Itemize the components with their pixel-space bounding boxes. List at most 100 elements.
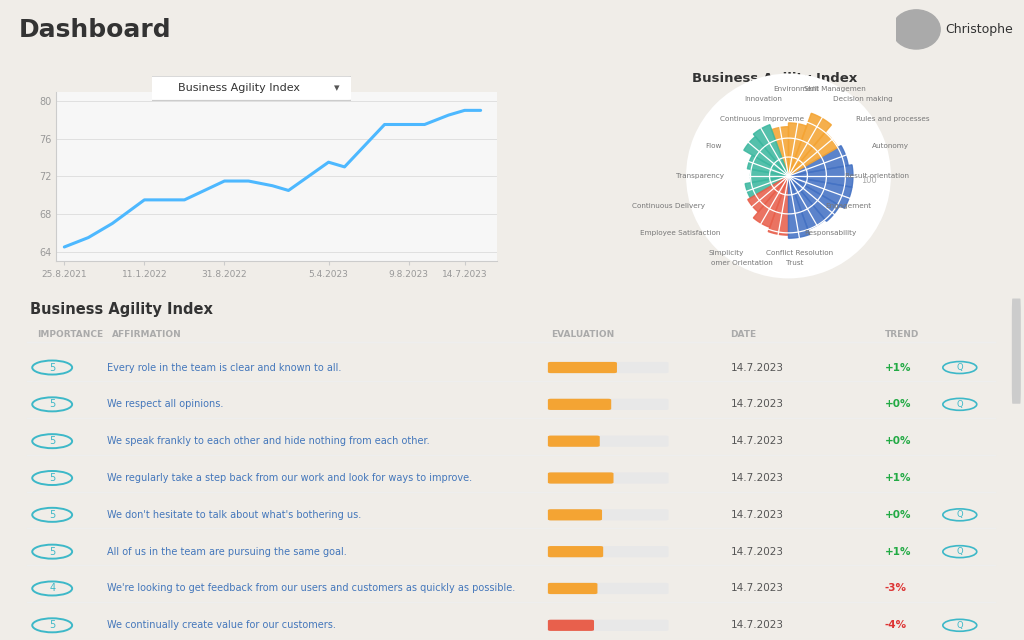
Polygon shape bbox=[772, 127, 788, 176]
Text: 14.7.2023: 14.7.2023 bbox=[730, 399, 783, 410]
Text: EVALUATION: EVALUATION bbox=[551, 330, 614, 339]
Text: -3%: -3% bbox=[885, 584, 907, 593]
Text: Autonomy: Autonomy bbox=[871, 143, 909, 148]
Text: 14.7.2023: 14.7.2023 bbox=[730, 584, 783, 593]
Text: +0%: +0% bbox=[885, 436, 911, 446]
FancyBboxPatch shape bbox=[548, 436, 669, 447]
Text: ▾: ▾ bbox=[335, 83, 340, 93]
Text: 14.7.2023: 14.7.2023 bbox=[730, 510, 783, 520]
Text: 14.7.2023: 14.7.2023 bbox=[730, 620, 783, 630]
Polygon shape bbox=[754, 176, 788, 227]
FancyBboxPatch shape bbox=[1012, 298, 1021, 404]
Polygon shape bbox=[748, 155, 788, 176]
Text: We regularly take a step back from our work and look for ways to improve.: We regularly take a step back from our w… bbox=[108, 473, 472, 483]
Text: Business Agility Index: Business Agility Index bbox=[178, 83, 300, 93]
Text: All of us in the team are pursuing the same goal.: All of us in the team are pursuing the s… bbox=[108, 547, 347, 557]
Polygon shape bbox=[754, 125, 788, 176]
FancyBboxPatch shape bbox=[548, 399, 669, 410]
FancyBboxPatch shape bbox=[548, 399, 611, 410]
Text: omer Orientation: omer Orientation bbox=[712, 260, 773, 266]
Text: Q: Q bbox=[956, 363, 964, 372]
Text: We don't hesitate to talk about what's bothering us.: We don't hesitate to talk about what's b… bbox=[108, 510, 361, 520]
Text: Continuous Delivery: Continuous Delivery bbox=[632, 204, 706, 209]
Text: 5: 5 bbox=[49, 473, 55, 483]
Text: 14.7.2023: 14.7.2023 bbox=[730, 473, 783, 483]
Text: Engagement: Engagement bbox=[825, 204, 871, 209]
Polygon shape bbox=[748, 176, 788, 212]
FancyBboxPatch shape bbox=[548, 583, 669, 594]
Text: TREND: TREND bbox=[885, 330, 920, 339]
Polygon shape bbox=[745, 176, 788, 198]
FancyBboxPatch shape bbox=[548, 472, 613, 484]
Text: +0%: +0% bbox=[885, 510, 911, 520]
Text: Trust: Trust bbox=[786, 260, 804, 266]
Text: 14.7.2023: 14.7.2023 bbox=[730, 436, 783, 446]
Text: Rules and processes: Rules and processes bbox=[856, 116, 930, 122]
FancyBboxPatch shape bbox=[548, 362, 669, 373]
Text: Dashboard: Dashboard bbox=[18, 18, 171, 42]
Text: Employee Satisfaction: Employee Satisfaction bbox=[640, 230, 721, 236]
FancyBboxPatch shape bbox=[548, 362, 616, 373]
Text: Result orientation: Result orientation bbox=[845, 173, 909, 179]
FancyBboxPatch shape bbox=[548, 509, 669, 520]
Text: We respect all opinions.: We respect all opinions. bbox=[108, 399, 223, 410]
FancyBboxPatch shape bbox=[548, 436, 600, 447]
Text: 14.7.2023: 14.7.2023 bbox=[730, 362, 783, 372]
Text: Conflict Resolution: Conflict Resolution bbox=[766, 250, 833, 256]
Polygon shape bbox=[788, 146, 848, 176]
Text: Environment: Environment bbox=[773, 86, 819, 92]
FancyBboxPatch shape bbox=[548, 546, 669, 557]
Text: Flow: Flow bbox=[706, 143, 722, 148]
Text: We speak frankly to each other and hide nothing from each other.: We speak frankly to each other and hide … bbox=[108, 436, 430, 446]
FancyBboxPatch shape bbox=[548, 472, 669, 484]
Text: 5: 5 bbox=[49, 362, 55, 372]
Text: Continuous Improveme: Continuous Improveme bbox=[721, 116, 805, 122]
Text: 4: 4 bbox=[49, 584, 55, 593]
Polygon shape bbox=[788, 176, 810, 238]
Text: 5: 5 bbox=[49, 399, 55, 410]
Text: Responsability: Responsability bbox=[804, 230, 856, 236]
Text: Simplicity: Simplicity bbox=[709, 250, 744, 256]
Text: Business Agility Index: Business Agility Index bbox=[691, 72, 857, 85]
Text: Skill Managemen: Skill Managemen bbox=[804, 86, 865, 92]
Polygon shape bbox=[788, 113, 831, 176]
FancyBboxPatch shape bbox=[548, 546, 603, 557]
Text: Innovation: Innovation bbox=[744, 96, 782, 102]
Text: 5: 5 bbox=[49, 510, 55, 520]
Text: AFFIRMATION: AFFIRMATION bbox=[112, 330, 182, 339]
Text: +1%: +1% bbox=[885, 473, 911, 483]
Polygon shape bbox=[788, 132, 838, 176]
FancyBboxPatch shape bbox=[548, 620, 669, 631]
Text: -4%: -4% bbox=[885, 620, 907, 630]
Text: 100: 100 bbox=[861, 175, 877, 184]
Polygon shape bbox=[751, 170, 788, 182]
Text: DATE: DATE bbox=[730, 330, 757, 339]
Text: We continually create value for our customers.: We continually create value for our cust… bbox=[108, 620, 336, 630]
Text: 14.7.2023: 14.7.2023 bbox=[730, 547, 783, 557]
Text: +0%: +0% bbox=[885, 399, 911, 410]
FancyBboxPatch shape bbox=[548, 620, 594, 631]
Text: Business Agility Index: Business Agility Index bbox=[31, 302, 213, 317]
Polygon shape bbox=[788, 165, 853, 187]
Text: 5: 5 bbox=[49, 436, 55, 446]
Text: Q: Q bbox=[956, 510, 964, 519]
Text: Q: Q bbox=[956, 547, 964, 556]
Text: We're looking to get feedback from our users and customers as quickly as possibl: We're looking to get feedback from our u… bbox=[108, 584, 515, 593]
Text: +1%: +1% bbox=[885, 362, 911, 372]
Text: 5: 5 bbox=[49, 547, 55, 557]
Polygon shape bbox=[768, 176, 788, 235]
Text: 5: 5 bbox=[49, 620, 55, 630]
FancyBboxPatch shape bbox=[147, 76, 353, 100]
Text: Q: Q bbox=[956, 621, 964, 630]
Text: Decision making: Decision making bbox=[833, 96, 893, 102]
Polygon shape bbox=[788, 176, 840, 221]
Text: +1%: +1% bbox=[885, 547, 911, 557]
FancyBboxPatch shape bbox=[548, 583, 597, 594]
Polygon shape bbox=[788, 176, 825, 230]
Polygon shape bbox=[788, 123, 807, 176]
Text: Transparency: Transparency bbox=[676, 173, 724, 179]
Text: Q: Q bbox=[956, 400, 964, 409]
Polygon shape bbox=[788, 176, 852, 208]
Circle shape bbox=[892, 10, 940, 49]
Text: Christophe: Christophe bbox=[945, 23, 1013, 36]
